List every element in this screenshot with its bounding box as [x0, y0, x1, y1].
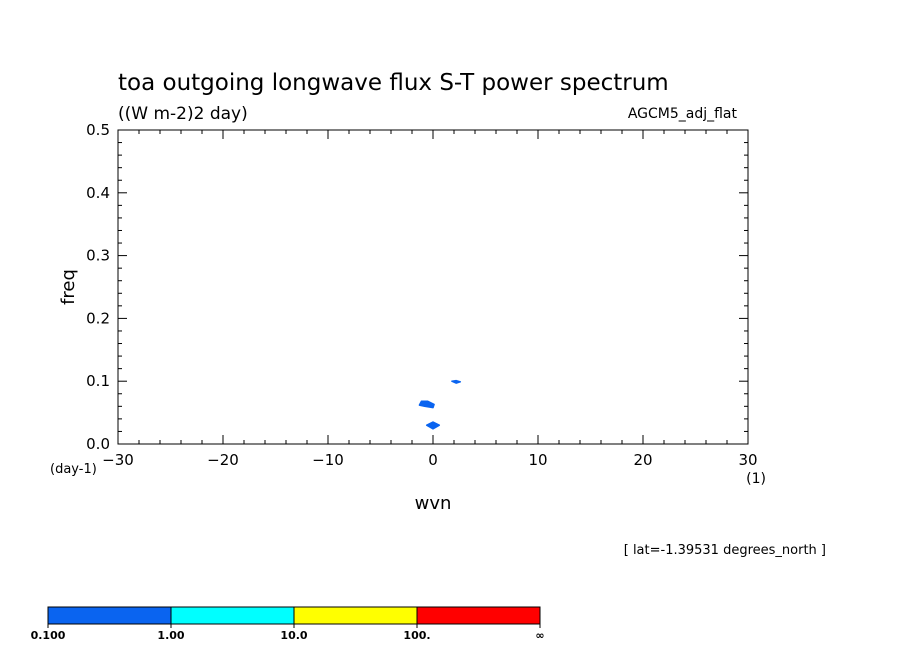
- y-tick-label: 0.2: [86, 309, 110, 327]
- x-tick-label: 10: [528, 451, 547, 469]
- x-unit-label: (1): [746, 471, 766, 487]
- x-tick-label: −20: [207, 451, 239, 469]
- contour-region-0: [418, 400, 435, 409]
- y-tick-label: 0.5: [86, 121, 110, 139]
- dataset-label: AGCM5_adj_flat: [628, 106, 738, 122]
- x-tick-label: −30: [102, 451, 134, 469]
- x-tick-label: −10: [312, 451, 344, 469]
- contour-region-1: [425, 421, 441, 430]
- colorbar-label: ∞: [535, 629, 544, 642]
- y-tick-labels: 0.0 0.1 0.2 0.3 0.4 0.5: [86, 121, 110, 453]
- x-tick-label: 0: [428, 451, 438, 469]
- colorbar-label: 0.100: [31, 629, 66, 642]
- y-tick-label: 0.1: [86, 372, 110, 390]
- colorbar-label: 100.: [403, 629, 430, 642]
- colorbar: 0.100 1.00 10.0 100. ∞: [31, 606, 545, 642]
- y-tick-label: 0.4: [86, 184, 110, 202]
- x-tick-label: 20: [633, 451, 652, 469]
- colorbar-swatch: [416, 606, 541, 625]
- colorbar-label: 10.0: [280, 629, 307, 642]
- colorbar-label: 1.00: [157, 629, 184, 642]
- chart-title: toa outgoing longwave flux S-T power spe…: [118, 70, 669, 96]
- axis-ticks: [117, 129, 749, 445]
- contour-regions: [418, 379, 462, 430]
- y-unit-label: (day-1): [50, 462, 97, 477]
- chart-subtitle: ((W m-2)2 day): [118, 104, 248, 124]
- plot-frame: [117, 129, 749, 445]
- y-tick-label: 0.3: [86, 247, 110, 265]
- y-tick-label: 0.0: [86, 435, 110, 453]
- x-tick-labels: −30 −20 −10 0 10 20 30: [102, 451, 757, 469]
- colorbar-swatch: [170, 606, 295, 625]
- colorbar-swatch: [47, 606, 172, 625]
- x-axis-label: wvn: [415, 493, 452, 514]
- colorbar-swatch: [293, 606, 418, 625]
- latitude-footnote: [ lat=-1.39531 degrees_north ]: [624, 543, 826, 558]
- x-tick-label: 30: [738, 451, 757, 469]
- y-axis-label: freq: [58, 269, 79, 305]
- contour-region-2: [451, 379, 462, 384]
